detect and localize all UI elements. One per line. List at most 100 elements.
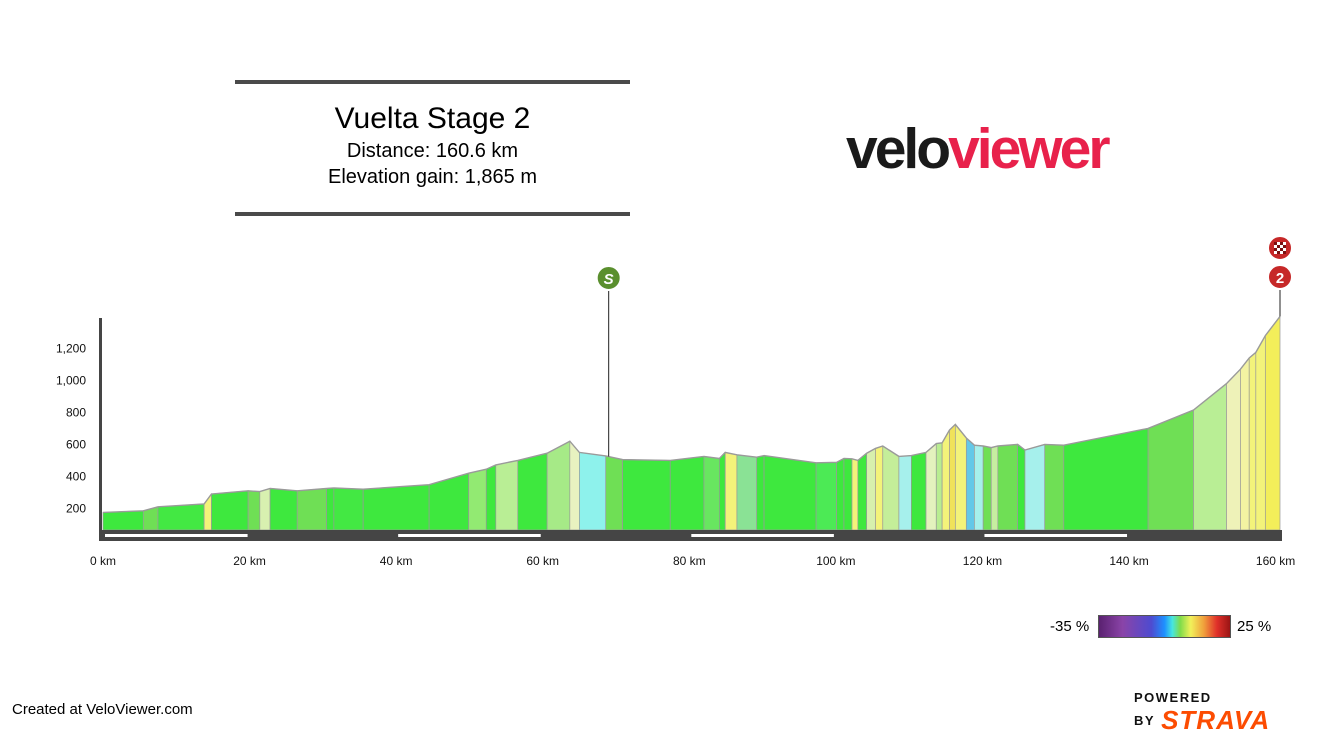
profile-segment [898, 455, 912, 531]
checkered-flag-square [1283, 242, 1286, 245]
profile-segment [756, 455, 765, 531]
x-tick-label: 20 km [233, 554, 266, 568]
profile-segment [763, 455, 817, 531]
checkered-flag-square [1283, 248, 1286, 251]
y-tick-label: 800 [66, 405, 86, 419]
checkered-flag-square [1280, 248, 1283, 251]
gradient-legend-min-label: -35 % [1050, 618, 1090, 635]
profile-segment [965, 437, 975, 531]
profile-segment [990, 445, 999, 531]
profile-segment [925, 442, 937, 531]
x-axis-stripe [691, 534, 834, 537]
profile-segment [569, 440, 580, 531]
profile-segment [997, 444, 1018, 531]
profile-segment [982, 445, 992, 531]
finish-stage-number-icon [1267, 264, 1293, 290]
profile-segment [836, 457, 845, 531]
profile-segment [954, 423, 967, 531]
gradient-legend-colorbar [1098, 615, 1231, 638]
finish-stage-number-label: 2 [1276, 270, 1284, 287]
x-tick-label: 40 km [380, 554, 413, 568]
logo-viewer-text: viewer [948, 117, 1110, 181]
profile-segment [703, 455, 720, 531]
x-tick-label: 60 km [526, 554, 559, 568]
y-axis-line [99, 318, 102, 541]
profile-segment [882, 445, 900, 531]
profile-segment [1147, 409, 1194, 531]
profile-segment [724, 451, 738, 531]
profile-segment [1017, 443, 1026, 531]
profile-segment [157, 503, 205, 531]
x-tick-label: 100 km [816, 554, 855, 568]
y-tick-label: 600 [66, 437, 86, 451]
profile-segment [1226, 368, 1241, 531]
checkered-flag-square [1274, 251, 1277, 254]
profile-segment [1024, 443, 1046, 531]
veloviewer-logo[interactable]: veloviewer [846, 112, 1111, 186]
elevation-profile-chart: 0 km 20 km 40 km 60 km 80 km 100 km 120 km 140 … [56, 235, 1295, 568]
profile-segment [736, 454, 758, 531]
x-tick-label: 120 km [963, 554, 1002, 568]
strava-logo: STRAVA [1161, 705, 1271, 735]
profile-segment [1255, 334, 1266, 531]
profile-segment [428, 472, 470, 531]
profile-segment [718, 451, 726, 531]
x-tick-label: 0 km [90, 554, 116, 568]
checkered-flag-square [1280, 251, 1283, 254]
checkered-flag-square [1283, 251, 1286, 254]
stage-title: Vuelta Stage 2 [334, 102, 531, 135]
title-box: Vuelta Stage 2 Distance: 160.6 km Elevat… [235, 80, 630, 216]
powered-by-strava[interactable]: POWERED BY STRAVA [1134, 690, 1340, 736]
x-axis-stripe [984, 534, 1128, 537]
profile-segment [485, 464, 497, 531]
logo-velo-text: velo [846, 117, 951, 181]
powered-by-text: POWERED BY [1134, 690, 1212, 728]
profile-segment [911, 451, 927, 531]
profile-segment [866, 447, 876, 531]
checkered-flag-square [1280, 242, 1283, 245]
profile-segment [269, 488, 298, 531]
profile-segment [622, 459, 671, 531]
elevation-gain-text: Elevation gain: 1,865 m [327, 166, 538, 188]
profile-segment [102, 510, 144, 531]
profile-segment [1240, 356, 1250, 531]
checkered-flag-icon [1274, 242, 1286, 254]
x-axis-bar [100, 530, 1282, 541]
profile-segment [1248, 351, 1257, 531]
sprint-marker-label: S [604, 271, 614, 288]
profile-segment [546, 440, 571, 531]
profile-segment [949, 423, 956, 531]
profile-segment [211, 490, 249, 531]
checkered-flag-square [1277, 251, 1280, 254]
profile-segment [815, 461, 837, 531]
profile-segment [605, 455, 623, 531]
y-tick-label: 400 [66, 469, 86, 483]
x-tick-label: 140 km [1109, 554, 1148, 568]
profile-segment [851, 458, 859, 531]
checkered-flag-square [1274, 245, 1277, 248]
y-tick-label: 200 [66, 501, 86, 515]
profile-segment [326, 487, 335, 531]
profile-segment [259, 487, 271, 531]
profile-segment [843, 458, 853, 531]
profile-outline [102, 315, 1281, 514]
title-rule-top [235, 80, 630, 84]
profile-segment [941, 428, 950, 531]
checkered-flag-square [1274, 242, 1277, 245]
created-at-footer[interactable]: Created at VeloViewer.com [12, 701, 193, 718]
profile-segment [935, 442, 943, 531]
profile-segment [495, 459, 519, 531]
checkered-flag-square [1277, 242, 1280, 245]
profile-segment [974, 444, 984, 531]
profile-segment [669, 456, 705, 531]
y-tick-label: 1,000 [56, 373, 86, 387]
x-tick-label: 160 km [1256, 554, 1295, 568]
x-axis-stripe [105, 534, 248, 537]
title-rule-bottom [235, 212, 630, 216]
profile-segment [1044, 444, 1065, 531]
profile-segment [333, 487, 364, 531]
checkered-flag-square [1283, 245, 1286, 248]
sprint-marker-icon [595, 265, 622, 291]
profile-segment [517, 452, 548, 531]
profile-segment [296, 488, 327, 531]
